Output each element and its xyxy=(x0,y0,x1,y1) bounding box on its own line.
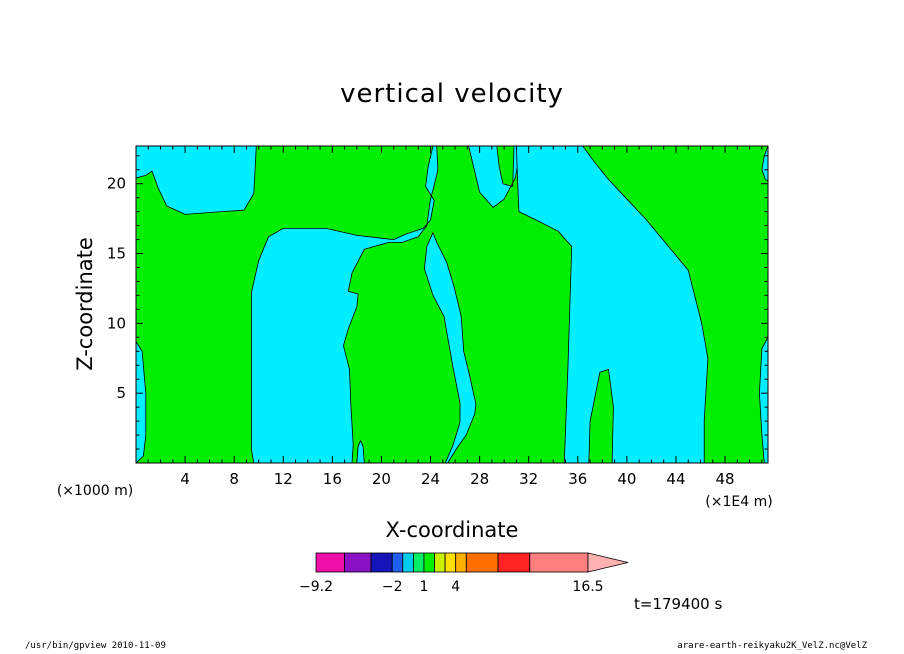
region-center-notch xyxy=(356,440,365,463)
x-tick-label: 44 xyxy=(666,470,685,488)
y-tick-label: 10 xyxy=(107,314,126,332)
region-west-column xyxy=(251,146,522,463)
colorbar-segment xyxy=(370,552,393,573)
colorbar-tick-label: 16.5 xyxy=(572,579,603,595)
x-tick-label: 24 xyxy=(421,470,440,488)
x-tick-label: 32 xyxy=(519,470,538,488)
colorbar-tick-label: −9.2 xyxy=(299,579,333,595)
colorbar-segment xyxy=(344,552,372,573)
x-tick-label: 40 xyxy=(617,470,636,488)
plot-area xyxy=(135,145,769,464)
y-tick-label: 15 xyxy=(107,245,126,263)
x-tick-label: 28 xyxy=(470,470,489,488)
chart-title: vertical velocity xyxy=(340,79,564,109)
x-axis-label: X-coordinate xyxy=(386,518,519,542)
y-tick-label: 20 xyxy=(107,175,126,193)
x-tick-label: 16 xyxy=(323,470,342,488)
footer-left: /usr/bin/gpview 2010-11-09 xyxy=(25,641,166,651)
x-tick-label: 20 xyxy=(372,470,391,488)
colorbar-segment xyxy=(455,552,467,573)
colorbar-segment xyxy=(497,552,531,573)
x-tick-label: 12 xyxy=(274,470,293,488)
colorbar-segment xyxy=(315,552,345,573)
x-tick-label: 36 xyxy=(568,470,587,488)
y-tick-label: 5 xyxy=(116,384,126,402)
colorbar-tick-label: 4 xyxy=(451,579,460,595)
colorbar-segment xyxy=(444,552,457,573)
colorbar-tick-label: −2 xyxy=(382,579,403,595)
x-scale-note-left: (×1000 m) xyxy=(57,483,133,499)
region-east-column xyxy=(516,146,709,463)
region-top-left xyxy=(136,146,257,215)
region-center-column xyxy=(424,232,477,463)
y-axis: 5 10 15 20 xyxy=(107,155,768,450)
colorbar-segment xyxy=(391,552,404,573)
colorbar-segment xyxy=(529,552,589,573)
x-tick-label: 4 xyxy=(180,470,190,488)
footer-right: arare-earth-reikyaku2K_VelZ.nc@VelZ xyxy=(677,641,867,651)
region-right-edge-low xyxy=(759,336,768,463)
plot-frame xyxy=(135,145,769,464)
x-scale-note-right: (×1E4 m) xyxy=(705,494,772,510)
colorbar-extend-arrow xyxy=(587,552,629,573)
x-axis: 4 8 12 16 20 24 28 32 36 40 44 48 xyxy=(147,146,763,488)
x-tick-label: 8 xyxy=(229,470,239,488)
region-left-edge xyxy=(136,341,147,463)
time-label: t=179400 s xyxy=(634,595,722,613)
region-right-edge-top xyxy=(761,146,768,182)
colorbar-tick-label: 1 xyxy=(419,579,428,595)
y-axis-label: Z-coordinate xyxy=(73,237,97,371)
colorbar: −9.2 −2 1 4 16.5 xyxy=(299,552,629,595)
colorbar-segment xyxy=(402,552,414,573)
colorbar-segment xyxy=(412,552,425,573)
x-tick-label: 48 xyxy=(716,470,735,488)
colorbar-segment xyxy=(434,552,446,573)
colorbar-segment xyxy=(465,552,499,573)
colorbar-segment xyxy=(423,552,435,573)
